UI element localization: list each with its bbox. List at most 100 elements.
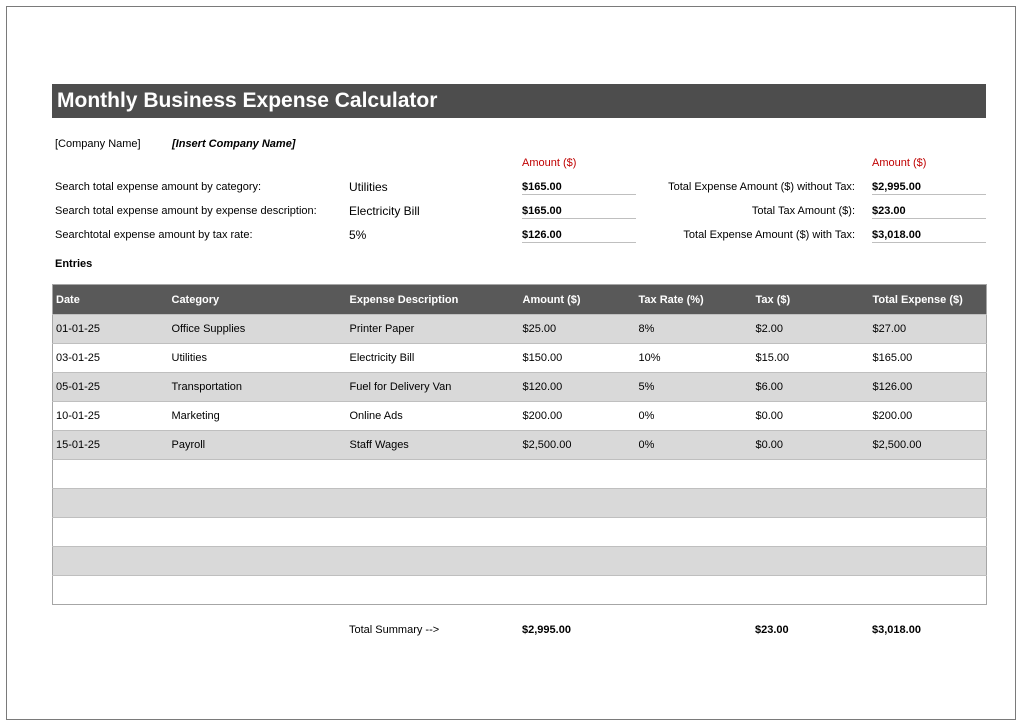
description-cell[interactable] bbox=[346, 459, 520, 489]
column-header-description: Expense Description bbox=[346, 284, 520, 315]
total-tax-amount: $23.00 bbox=[872, 205, 986, 219]
tax-rate-cell[interactable] bbox=[635, 459, 753, 489]
tax-rate-cell[interactable] bbox=[635, 546, 753, 576]
date-cell[interactable] bbox=[52, 546, 169, 576]
table-row: 01-01-25 Office Supplies Printer Paper $… bbox=[52, 314, 987, 344]
category-cell[interactable]: Payroll bbox=[168, 430, 347, 460]
amount-cell[interactable]: $120.00 bbox=[519, 372, 636, 402]
tax-cell[interactable]: $6.00 bbox=[752, 372, 870, 402]
table-row: 03-01-25 Utilities Electricity Bill $150… bbox=[52, 343, 987, 373]
column-header-tax: Tax ($) bbox=[752, 284, 870, 315]
search-taxrate-amount: $126.00 bbox=[522, 229, 636, 243]
column-header-total-expense: Total Expense ($) bbox=[869, 284, 987, 315]
category-cell[interactable]: Office Supplies bbox=[168, 314, 347, 344]
tax-cell[interactable] bbox=[752, 517, 870, 547]
tax-rate-cell[interactable]: 0% bbox=[635, 401, 753, 431]
tax-rate-cell[interactable]: 0% bbox=[635, 430, 753, 460]
search-taxrate-input[interactable]: 5% bbox=[349, 228, 367, 242]
summary-amount: $2,995.00 bbox=[522, 624, 571, 636]
description-cell[interactable]: Printer Paper bbox=[346, 314, 520, 344]
total-expense-cell[interactable]: $2,500.00 bbox=[869, 430, 987, 460]
amount-cell[interactable] bbox=[519, 517, 636, 547]
tax-cell[interactable]: $2.00 bbox=[752, 314, 870, 344]
date-cell[interactable] bbox=[52, 459, 169, 489]
page-title: Monthly Business Expense Calculator bbox=[52, 84, 986, 118]
category-cell[interactable]: Marketing bbox=[168, 401, 347, 431]
description-cell[interactable]: Fuel for Delivery Van bbox=[346, 372, 520, 402]
search-category-amount: $165.00 bbox=[522, 181, 636, 195]
total-expense-cell[interactable]: $27.00 bbox=[869, 314, 987, 344]
tax-rate-cell[interactable]: 10% bbox=[635, 343, 753, 373]
amount-cell[interactable]: $150.00 bbox=[519, 343, 636, 373]
description-cell[interactable]: Electricity Bill bbox=[346, 343, 520, 373]
tax-cell[interactable]: $15.00 bbox=[752, 343, 870, 373]
tax-cell[interactable] bbox=[752, 546, 870, 576]
date-cell[interactable]: 01-01-25 bbox=[52, 314, 169, 344]
tax-cell[interactable] bbox=[752, 488, 870, 518]
date-cell[interactable] bbox=[52, 575, 169, 605]
table-row bbox=[52, 488, 987, 518]
table-row: 05-01-25 Transportation Fuel for Deliver… bbox=[52, 372, 987, 402]
description-cell[interactable] bbox=[346, 517, 520, 547]
date-cell[interactable] bbox=[52, 517, 169, 547]
search-description-amount: $165.00 bbox=[522, 205, 636, 219]
company-name-field[interactable]: [Insert Company Name] bbox=[172, 138, 296, 150]
total-expense-cell[interactable] bbox=[869, 517, 987, 547]
category-cell[interactable]: Utilities bbox=[168, 343, 347, 373]
table-header-row: Date Category Expense Description Amount… bbox=[52, 284, 987, 315]
description-cell[interactable] bbox=[346, 575, 520, 605]
column-header-amount: Amount ($) bbox=[519, 284, 636, 315]
amount-cell[interactable]: $2,500.00 bbox=[519, 430, 636, 460]
category-cell[interactable] bbox=[168, 517, 347, 547]
date-cell[interactable] bbox=[52, 488, 169, 518]
category-cell[interactable] bbox=[168, 575, 347, 605]
amount-cell[interactable] bbox=[519, 459, 636, 489]
amount-cell[interactable] bbox=[519, 575, 636, 605]
date-cell[interactable]: 15-01-25 bbox=[52, 430, 169, 460]
date-cell[interactable]: 03-01-25 bbox=[52, 343, 169, 373]
category-cell[interactable] bbox=[168, 459, 347, 489]
date-cell[interactable]: 10-01-25 bbox=[52, 401, 169, 431]
description-cell[interactable] bbox=[346, 546, 520, 576]
total-expense-cell[interactable] bbox=[869, 575, 987, 605]
amount-cell[interactable]: $25.00 bbox=[519, 314, 636, 344]
search-category-input[interactable]: Utilities bbox=[349, 180, 388, 194]
date-cell[interactable]: 05-01-25 bbox=[52, 372, 169, 402]
description-cell[interactable]: Staff Wages bbox=[346, 430, 520, 460]
tax-rate-cell[interactable]: 8% bbox=[635, 314, 753, 344]
total-with-tax-amount: $3,018.00 bbox=[872, 229, 986, 243]
tax-cell[interactable] bbox=[752, 575, 870, 605]
entries-heading: Entries bbox=[55, 258, 93, 270]
total-expense-cell[interactable] bbox=[869, 488, 987, 518]
total-expense-cell[interactable]: $165.00 bbox=[869, 343, 987, 373]
entries-table: Date Category Expense Description Amount… bbox=[52, 284, 987, 605]
company-name-label: [Company Name] bbox=[55, 138, 141, 150]
total-without-tax-label: Total Expense Amount ($) without Tax: bbox=[668, 181, 855, 193]
table-row: 15-01-25 Payroll Staff Wages $2,500.00 0… bbox=[52, 430, 987, 460]
summary-tax: $23.00 bbox=[755, 624, 789, 636]
amount-cell[interactable] bbox=[519, 488, 636, 518]
description-cell[interactable] bbox=[346, 488, 520, 518]
total-expense-cell[interactable] bbox=[869, 546, 987, 576]
summary-label: Total Summary --> bbox=[349, 624, 440, 636]
total-expense-cell[interactable]: $126.00 bbox=[869, 372, 987, 402]
search-description-label: Search total expense amount by expense d… bbox=[55, 205, 317, 217]
category-cell[interactable] bbox=[168, 546, 347, 576]
category-cell[interactable] bbox=[168, 488, 347, 518]
tax-cell[interactable]: $0.00 bbox=[752, 430, 870, 460]
tax-rate-cell[interactable] bbox=[635, 488, 753, 518]
search-description-input[interactable]: Electricity Bill bbox=[349, 204, 420, 218]
tax-rate-cell[interactable] bbox=[635, 575, 753, 605]
tax-rate-cell[interactable] bbox=[635, 517, 753, 547]
total-expense-cell[interactable]: $200.00 bbox=[869, 401, 987, 431]
category-cell[interactable]: Transportation bbox=[168, 372, 347, 402]
tax-cell[interactable] bbox=[752, 459, 870, 489]
amount-cell[interactable] bbox=[519, 546, 636, 576]
total-with-tax-label: Total Expense Amount ($) with Tax: bbox=[683, 229, 855, 241]
tax-cell[interactable]: $0.00 bbox=[752, 401, 870, 431]
tax-rate-cell[interactable]: 5% bbox=[635, 372, 753, 402]
description-cell[interactable]: Online Ads bbox=[346, 401, 520, 431]
total-expense-cell[interactable] bbox=[869, 459, 987, 489]
amount-cell[interactable]: $200.00 bbox=[519, 401, 636, 431]
table-row bbox=[52, 546, 987, 576]
